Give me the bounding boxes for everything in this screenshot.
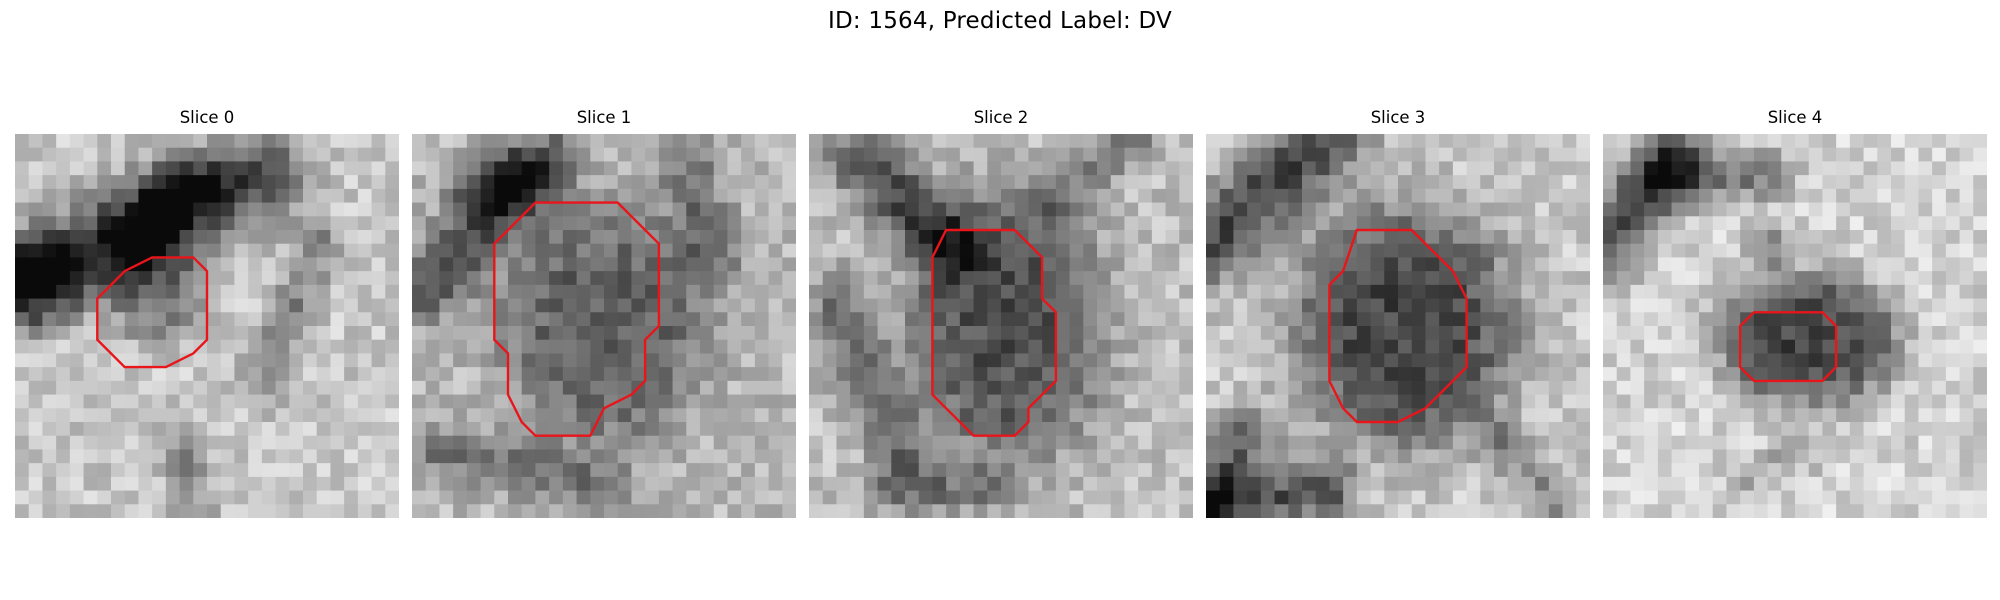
segmentation-contour <box>931 228 1058 437</box>
slice-image-1 <box>412 134 796 518</box>
slice-image-4 <box>1603 134 1987 518</box>
slice-image-0 <box>15 134 399 518</box>
slice-title-2: Slice 2 <box>973 108 1029 127</box>
segmentation-contour <box>96 256 209 369</box>
slice-image-2 <box>809 134 1193 518</box>
pixel-grid <box>1206 134 1590 518</box>
figure-title: ID: 1564, Predicted Label: DV <box>828 8 1172 34</box>
pixel-grid <box>15 134 399 518</box>
pixel-grid <box>809 134 1193 518</box>
segmentation-contour <box>1328 228 1468 424</box>
slice-title-3: Slice 3 <box>1370 108 1426 127</box>
segmentation-contour <box>493 201 661 437</box>
slice-title-0: Slice 0 <box>179 108 235 127</box>
slice-title-4: Slice 4 <box>1767 108 1823 127</box>
slice-title-1: Slice 1 <box>576 108 632 127</box>
pixel-grid <box>1603 134 1987 518</box>
slice-image-3 <box>1206 134 1590 518</box>
segmentation-contour <box>1738 311 1838 383</box>
pixel-grid <box>412 134 796 518</box>
